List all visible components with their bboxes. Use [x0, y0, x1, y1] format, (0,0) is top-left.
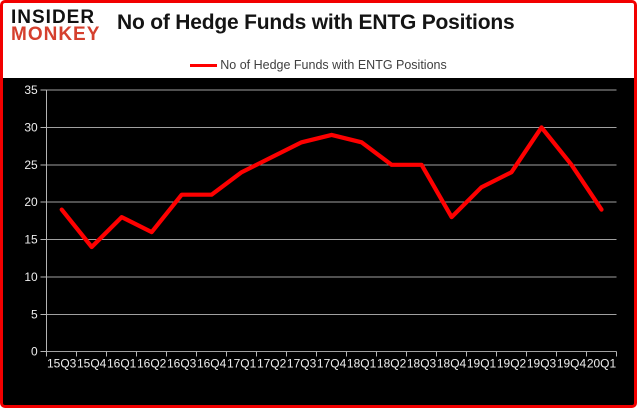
x-tick-label: 18Q4 — [437, 357, 467, 371]
y-tick-label: 25 — [24, 158, 38, 172]
legend-label: No of Hedge Funds with ENTG Positions — [220, 58, 447, 72]
x-tick-label: 19Q2 — [497, 357, 527, 371]
x-tick-label: 16Q1 — [107, 357, 137, 371]
x-tick-label: 19Q1 — [467, 357, 497, 371]
x-tick-label: 16Q2 — [137, 357, 167, 371]
x-tick-label: 18Q2 — [377, 357, 407, 371]
x-tick-label: 18Q1 — [347, 357, 377, 371]
y-tick-label: 15 — [24, 233, 38, 247]
x-tick-label: 17Q2 — [257, 357, 287, 371]
chart-title: No of Hedge Funds with ENTG Positions — [117, 11, 515, 34]
x-tick-label: 20Q1 — [587, 357, 617, 371]
legend-line-marker-icon — [190, 63, 218, 67]
legend: No of Hedge Funds with ENTG Positions — [0, 57, 637, 73]
chart-header: INSIDER MONKEY No of Hedge Funds with EN… — [0, 0, 637, 78]
x-tick-label: 15Q3 — [47, 357, 77, 371]
x-tick-label: 19Q4 — [557, 357, 587, 371]
x-tick-label: 15Q4 — [77, 357, 107, 371]
x-tick-label: 17Q4 — [317, 357, 347, 371]
data-series-line — [59, 125, 604, 250]
x-tick-label: 16Q3 — [167, 357, 197, 371]
x-tick-label: 18Q3 — [407, 357, 437, 371]
y-tick-label: 10 — [24, 270, 38, 284]
x-tick-label: 16Q4 — [197, 357, 227, 371]
plot-area: 0 5 10 15 20 25 30 35 15Q3 15Q4 16Q1 16Q2 16Q3 16Q4 17… — [3, 78, 634, 405]
brand-name-insider: INSIDER — [11, 7, 96, 28]
y-tick-label: 5 — [31, 307, 38, 321]
y-tick-label: 30 — [24, 120, 38, 134]
y-tick-label: 0 — [31, 345, 38, 359]
y-tick-label: 20 — [24, 195, 38, 209]
x-tick-label: 17Q1 — [227, 357, 257, 371]
brand-logo: INSIDER MONKEY — [11, 7, 101, 45]
x-tick-label: 17Q3 — [287, 357, 317, 371]
brand-name-monkey: MONKEY — [11, 24, 101, 45]
y-tick-label: 35 — [24, 83, 38, 97]
x-tick-label: 19Q3 — [527, 357, 557, 371]
